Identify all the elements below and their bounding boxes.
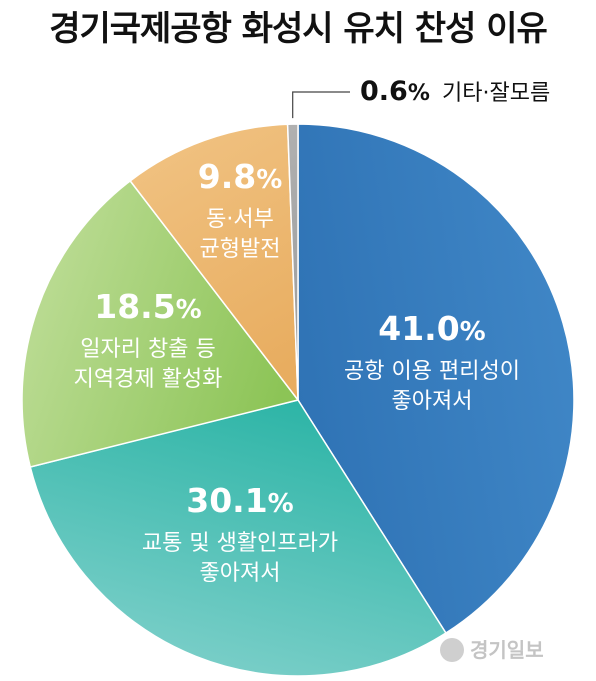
slice-label-4-line-2: 균형발전	[200, 237, 281, 262]
slice-label-1-line-1: 공항 이용 편리성이	[344, 359, 520, 384]
slice-label-3-line-1: 일자리 창출 등	[80, 337, 215, 362]
watermark: 경기일보	[440, 638, 544, 662]
watermark-logo-icon	[440, 638, 464, 662]
pie-slice-4	[129, 123, 299, 403]
slice-value-4: 9.8%	[198, 157, 283, 196]
slice-value-5: 0.6%	[360, 76, 430, 107]
slice-label-2-line-1: 교통 및 생활인프라가	[142, 531, 338, 556]
leader-line	[292, 91, 350, 119]
chart-title: 경기국제공항 화성시 유치 찬성 이유	[49, 9, 547, 49]
slice-label-3-line-2: 지역경제 활성화	[74, 367, 223, 392]
slice-value-3: 18.5%	[94, 287, 201, 326]
pie-slice-3	[21, 179, 300, 468]
pie-slices	[21, 123, 575, 677]
watermark-text: 경기일보	[470, 638, 544, 662]
pie-slice-2	[29, 399, 447, 677]
slice-label-5-line-1: 기타·잘모름	[442, 81, 550, 106]
slice-label-4-line-1: 동·서부	[206, 207, 274, 232]
pie-slice-1	[297, 123, 575, 635]
slice-value-2: 30.1%	[186, 481, 293, 520]
slice-value-1: 41.0%	[378, 309, 485, 348]
slice-label-1-line-2: 좋아져서	[392, 389, 473, 414]
pie-slice-5	[286, 123, 299, 401]
slice-label-2-line-2: 좋아져서	[200, 561, 281, 586]
